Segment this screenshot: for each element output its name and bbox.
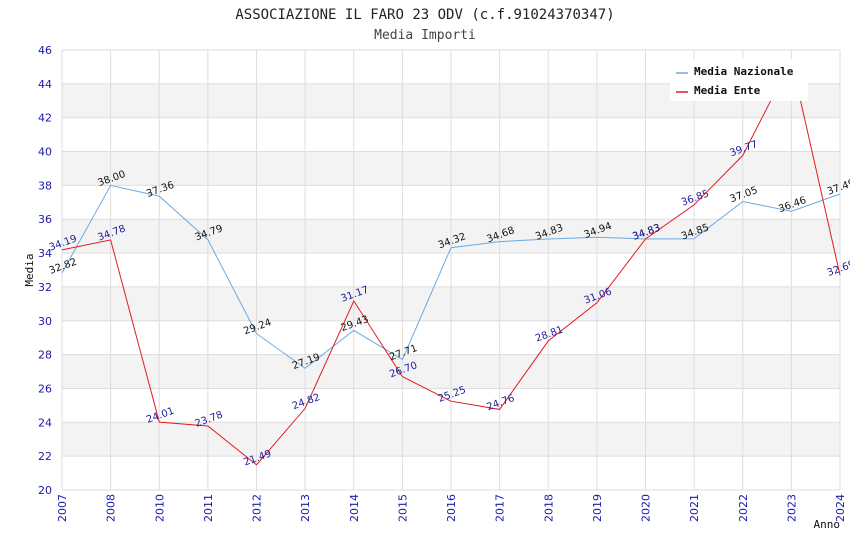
x-tick-label: 2011 bbox=[202, 494, 215, 522]
legend: Media Nazionale Media Ente bbox=[670, 59, 808, 101]
x-tick-label: 2007 bbox=[56, 494, 69, 522]
x-tick-labels: 2007 2008 2010 2011 2012 2013 2014 2015 2016 2017… bbox=[56, 494, 847, 522]
chart-subtitle: Media Importi bbox=[374, 28, 476, 43]
data-label: 24.82 bbox=[291, 392, 322, 412]
x-tick-label: 2013 bbox=[299, 494, 312, 522]
x-tick-label: 2020 bbox=[640, 494, 653, 522]
y-tick-label: 40 bbox=[38, 146, 52, 159]
x-tick-label: 2015 bbox=[396, 494, 409, 522]
y-tick-label: 24 bbox=[38, 416, 52, 429]
y-tick-label: 30 bbox=[38, 315, 52, 328]
y-tick-label: 44 bbox=[38, 78, 52, 91]
y-tick-labels: 20 22 24 26 28 30 32 34 36 38 40 42 44 46 bbox=[38, 44, 52, 497]
legend-label-ente: Media Ente bbox=[694, 84, 761, 97]
y-axis-label: Media bbox=[23, 253, 36, 286]
x-tick-label: 2016 bbox=[445, 494, 458, 522]
data-label: 24.76 bbox=[485, 393, 516, 413]
grid-lines bbox=[61, 49, 841, 491]
x-tick-label: 2012 bbox=[251, 494, 264, 522]
x-tick-label: 2023 bbox=[785, 494, 798, 522]
data-label: 32.69 bbox=[826, 259, 850, 279]
chart-title: ASSOCIAZIONE IL FARO 23 ODV (c.f.9102437… bbox=[235, 7, 614, 23]
x-tick-label: 2024 bbox=[834, 494, 847, 522]
x-tick-label: 2008 bbox=[105, 494, 118, 522]
data-label: 28.81 bbox=[534, 324, 565, 344]
y-tick-label: 46 bbox=[38, 44, 52, 57]
x-tick-label: 2010 bbox=[153, 494, 166, 522]
y-tick-label: 32 bbox=[38, 281, 52, 294]
y-tick-label: 20 bbox=[38, 484, 52, 497]
y-tick-label: 38 bbox=[38, 179, 52, 192]
data-label: 36.46 bbox=[777, 195, 808, 215]
y-tick-label: 36 bbox=[38, 213, 52, 226]
x-axis-label: Anno bbox=[814, 518, 841, 531]
x-tick-label: 2022 bbox=[737, 494, 750, 522]
y-tick-label: 34 bbox=[38, 247, 52, 260]
x-tick-label: 2018 bbox=[542, 494, 555, 522]
x-tick-label: 2017 bbox=[494, 494, 507, 522]
x-tick-label: 2014 bbox=[348, 494, 361, 522]
legend-label-nazionale: Media Nazionale bbox=[694, 65, 794, 78]
x-tick-label: 2019 bbox=[591, 494, 604, 522]
x-tick-label: 2021 bbox=[688, 494, 701, 522]
y-tick-label: 42 bbox=[38, 112, 52, 125]
series-line-ente bbox=[61, 58, 841, 466]
data-label: 32.82 bbox=[48, 257, 79, 277]
legend-background bbox=[670, 59, 808, 101]
y-tick-label: 26 bbox=[38, 382, 52, 395]
y-tick-label: 22 bbox=[38, 450, 52, 463]
data-label: 36.85 bbox=[680, 188, 711, 208]
y-tick-label: 28 bbox=[38, 349, 52, 362]
series-line-nazionale bbox=[61, 184, 841, 369]
series-group: 32.8238.0037.3634.7929.2427.1929.4327.71… bbox=[48, 58, 850, 469]
